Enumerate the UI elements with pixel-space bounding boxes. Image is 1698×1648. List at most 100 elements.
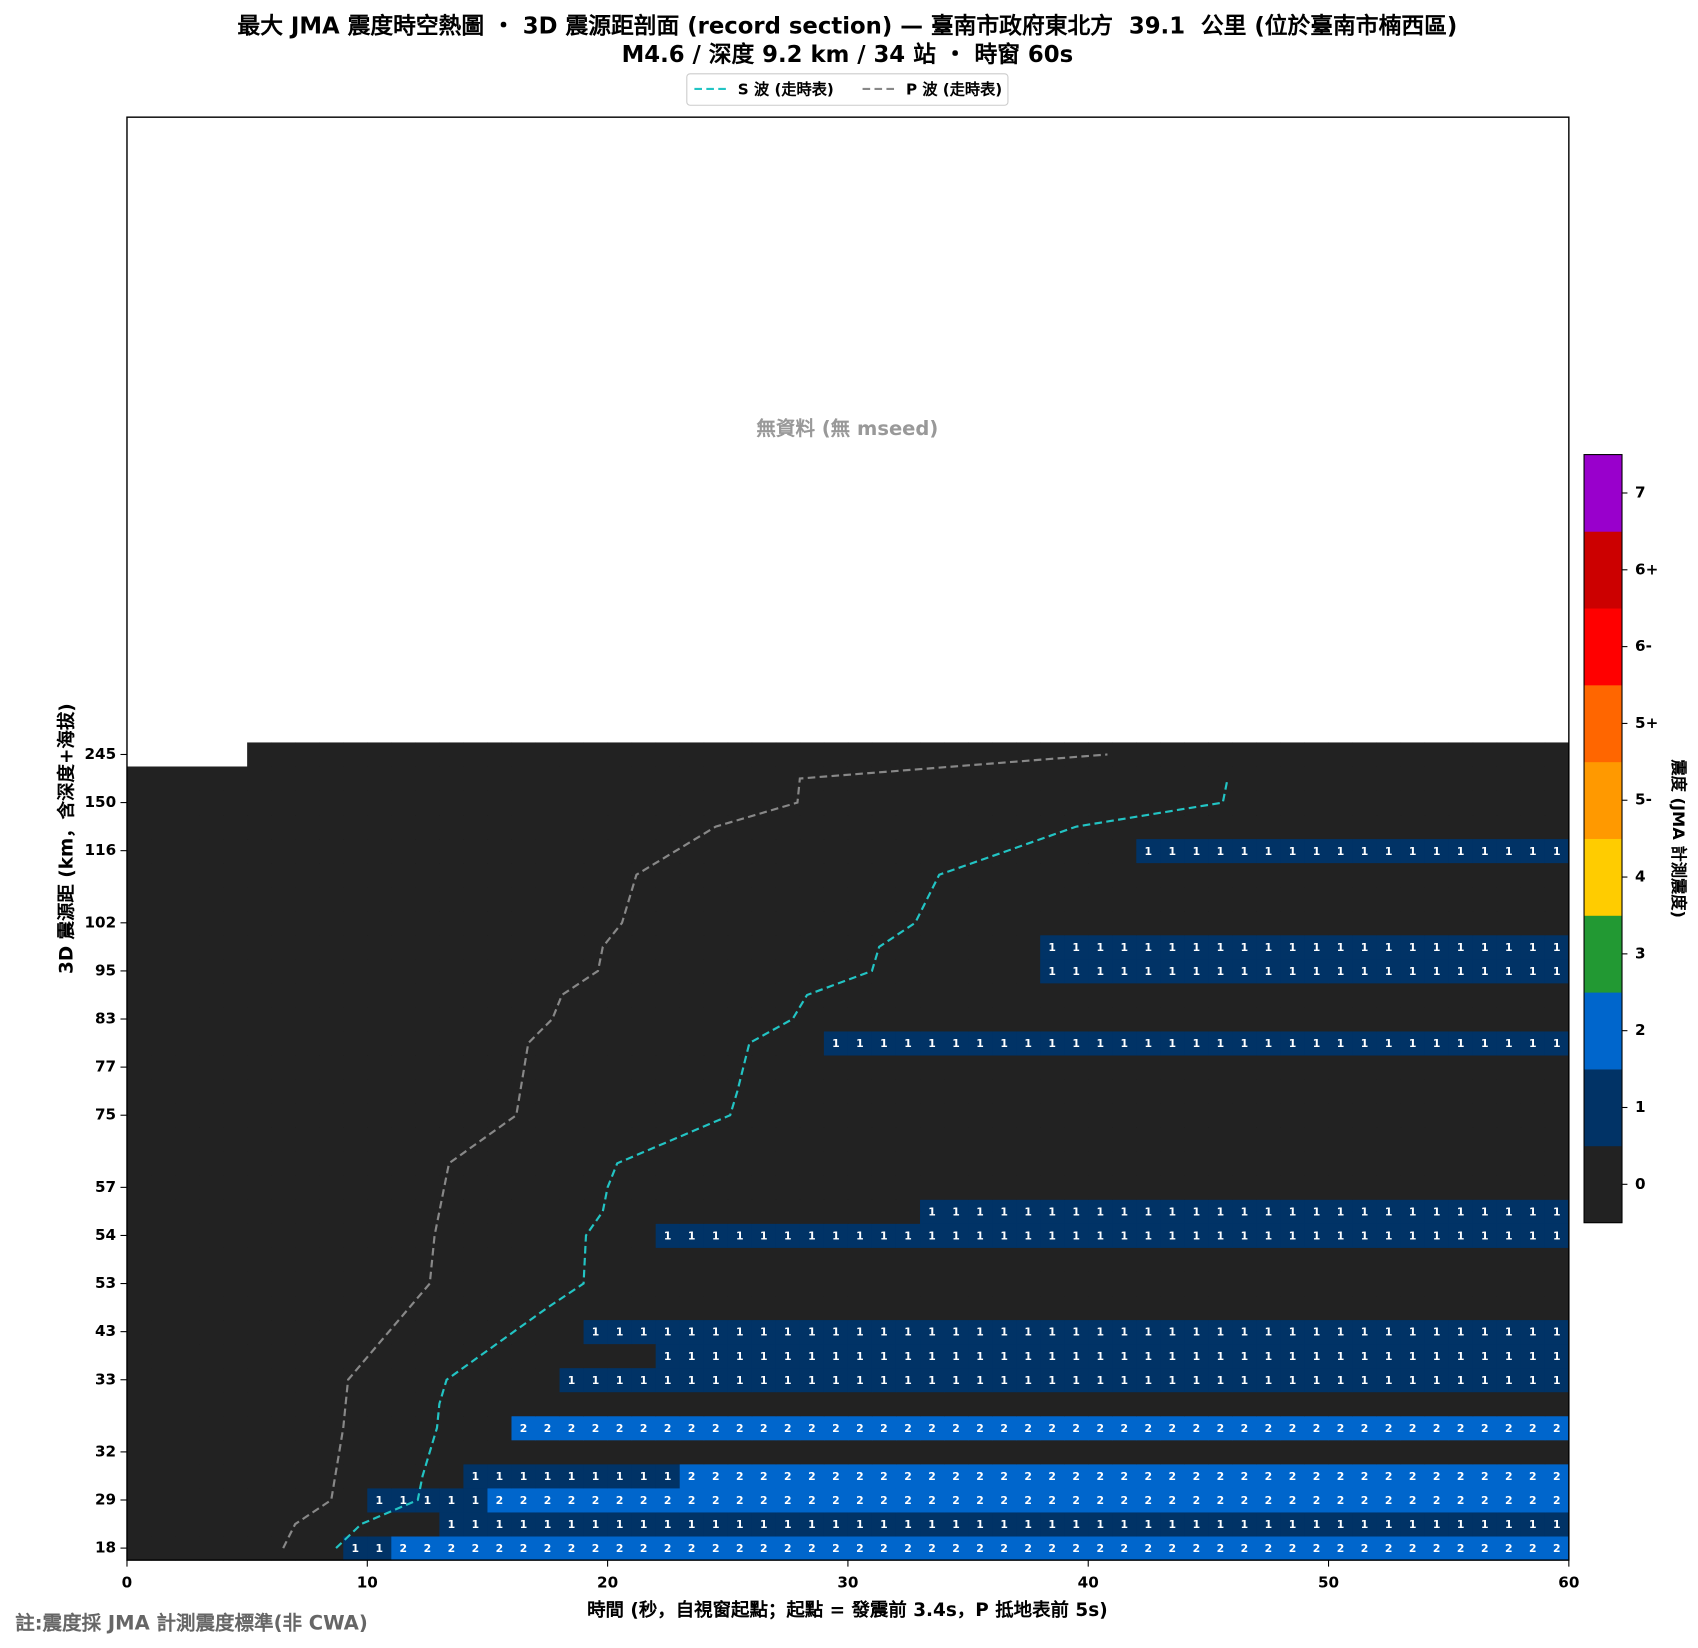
heatmap-cell [1232,958,1257,984]
heatmap-cell [968,1271,993,1297]
heatmap-cell [1448,1031,1474,1056]
heatmap-cell [1040,838,1065,864]
colorbar-tick-label: 0 [1635,1175,1646,1193]
x-tick-label: 40 [1078,1573,1099,1591]
heatmap-cell [1448,1319,1474,1345]
cell-label: 1 [1096,1205,1104,1218]
cell-label: 2 [1265,1494,1273,1507]
cell-label: 1 [1409,1037,1417,1050]
heatmap-cell [1232,934,1257,960]
heatmap-cell [367,1079,392,1104]
heatmap-cell [151,1463,176,1489]
heatmap-cell [1136,1367,1161,1393]
heatmap-cell [1328,1319,1354,1345]
heatmap-cell [751,1151,777,1176]
cell-label: 1 [1265,1230,1273,1243]
heatmap-cell [415,1175,440,1200]
cell-label: 2 [1241,1542,1249,1555]
heatmap-cell [1208,934,1233,960]
heatmap-cell [583,766,609,791]
cell-label: 2 [736,1422,744,1435]
heatmap-cell [1112,910,1137,936]
heatmap-cell [1160,1295,1185,1321]
heatmap-cell [126,1247,152,1272]
heatmap-cell [1016,910,1041,936]
heatmap-cell [1520,982,1546,1008]
cell-label: 2 [976,1422,984,1435]
cell-label: 1 [1457,1518,1465,1531]
cell-label: 1 [496,1518,504,1531]
heatmap-cell [823,910,849,936]
heatmap-cell [1448,886,1474,912]
cell-label: 2 [448,1542,456,1555]
heatmap-cell [439,886,464,912]
cell-label: 2 [1337,1470,1345,1483]
heatmap-cell [1544,1006,1570,1032]
cell-label: 1 [832,1037,840,1050]
heatmap-cell [559,1079,585,1104]
cell-label: 1 [1024,1037,1032,1050]
heatmap-cell [1448,1271,1474,1297]
heatmap-cell [920,1391,945,1417]
heatmap-cell [607,814,633,840]
cell-label: 2 [1120,1422,1128,1435]
heatmap-cell [847,742,873,767]
cell-label: 1 [400,1494,408,1507]
heatmap-cell [415,1319,440,1345]
no-data-annotation: 無資料 (無 mseed) [756,417,938,440]
heatmap-cell [679,1175,705,1200]
heatmap-cell [583,1295,609,1321]
heatmap-cell [1256,1151,1281,1176]
heatmap-cell [247,1391,272,1417]
heatmap-cell [559,934,585,960]
heatmap-cell [511,1151,536,1176]
heatmap-cell [871,1055,897,1080]
cell-label: 2 [784,1422,792,1435]
heatmap-cell [1256,1175,1281,1200]
heatmap-cell [415,1079,440,1104]
heatmap-cell [1040,934,1065,960]
heatmap-cell [199,1295,224,1321]
heatmap-cell [535,862,560,888]
cell-label: 2 [496,1542,504,1555]
heatmap-cell [944,1127,969,1152]
heatmap-cell [1304,1151,1329,1176]
heatmap-cell [799,1319,825,1345]
heatmap-cell [1088,1367,1113,1393]
heatmap-cell [895,1512,921,1537]
heatmap-cell [703,1127,729,1152]
heatmap-cell [1328,1127,1354,1152]
heatmap-cell [703,1175,729,1200]
heatmap-cell [895,1006,921,1032]
heatmap-cell [1400,982,1426,1008]
heatmap-cell [343,1415,368,1441]
heatmap-cell [1400,886,1426,912]
heatmap-cell [871,1536,897,1561]
cell-label: 1 [1481,965,1489,978]
heatmap-cell [1472,1175,1498,1200]
heatmap-cell [1088,1223,1113,1248]
cell-label: 1 [1120,965,1128,978]
cell-label: 2 [400,1542,408,1555]
heatmap-cell [391,1536,416,1561]
heatmap-cell [1352,1536,1378,1561]
heatmap-cell [968,1343,993,1369]
heatmap-cell [727,1103,753,1128]
heatmap-cell [199,1487,224,1513]
heatmap-cell [223,814,248,840]
cell-label: 1 [1193,845,1201,858]
heatmap-cell [319,1103,344,1128]
heatmap-cell [703,1295,729,1321]
heatmap-cell [1376,1343,1402,1369]
heatmap-cell [319,1031,344,1056]
heatmap-cell [1544,1175,1570,1200]
heatmap-cell [992,1103,1017,1128]
cell-label: 1 [472,1470,480,1483]
heatmap-cell [559,1055,585,1080]
cell-label: 2 [1048,1494,1056,1507]
heatmap-cell [1040,1199,1065,1224]
heatmap-cell [1544,1487,1570,1513]
cell-label: 2 [1457,1542,1465,1555]
heatmap-cell [559,1463,585,1489]
cell-label: 2 [1385,1422,1393,1435]
